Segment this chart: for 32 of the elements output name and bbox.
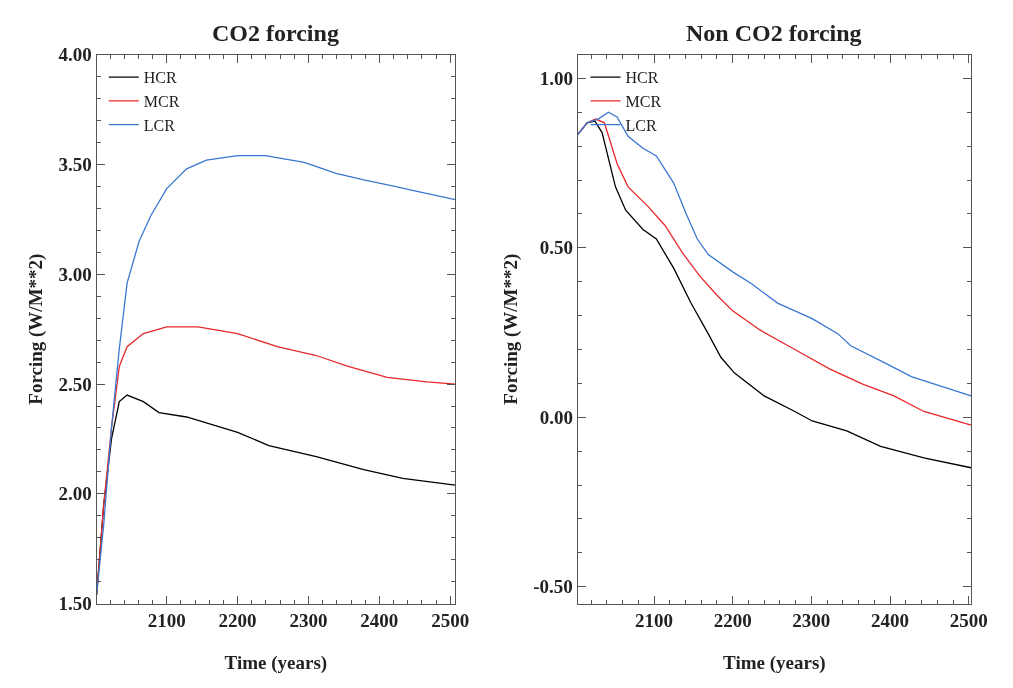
x-tick-label: 2300 [792, 610, 831, 632]
y-axis-title: Forcing (W/M**2) [25, 253, 48, 405]
y-tick-label: 2.50 [58, 373, 92, 395]
chart-title: Non CO2 forcing [686, 20, 862, 46]
x-tick-label: 2100 [147, 610, 186, 632]
legend-label: LCR [625, 116, 657, 134]
y-tick-label: 3.00 [58, 263, 92, 285]
chart-title: CO2 forcing [212, 20, 339, 46]
x-axis-title: Time (years) [723, 652, 826, 675]
x-tick-label: 2500 [949, 610, 988, 632]
y-tick-label: 4.00 [58, 44, 92, 66]
x-tick-label: 2500 [431, 610, 470, 632]
legend-label: MCR [625, 93, 662, 111]
y-axis-title: Forcing (W/M**2) [500, 253, 523, 405]
x-tick-label: 2200 [218, 610, 257, 632]
legend-label: HCR [143, 69, 178, 87]
x-tick-label: 2400 [871, 610, 910, 632]
y-tick-label: 0.50 [539, 237, 573, 259]
y-tick-label: -0.50 [533, 576, 573, 598]
y-tick-label: 1.50 [58, 593, 92, 615]
y-tick-label: 2.00 [58, 483, 92, 505]
x-tick-label: 2200 [713, 610, 752, 632]
y-tick-label: 1.00 [539, 68, 573, 90]
y-tick-label: 0.00 [539, 406, 573, 428]
legend-label: MCR [143, 93, 180, 111]
x-tick-label: 2300 [289, 610, 328, 632]
legend-label: HCR [625, 69, 659, 87]
x-axis-title: Time (years) [224, 652, 328, 675]
legend-label: LCR [143, 116, 176, 134]
x-tick-label: 2100 [635, 610, 673, 632]
x-tick-label: 2400 [360, 610, 399, 632]
y-tick-label: 3.50 [58, 154, 92, 176]
